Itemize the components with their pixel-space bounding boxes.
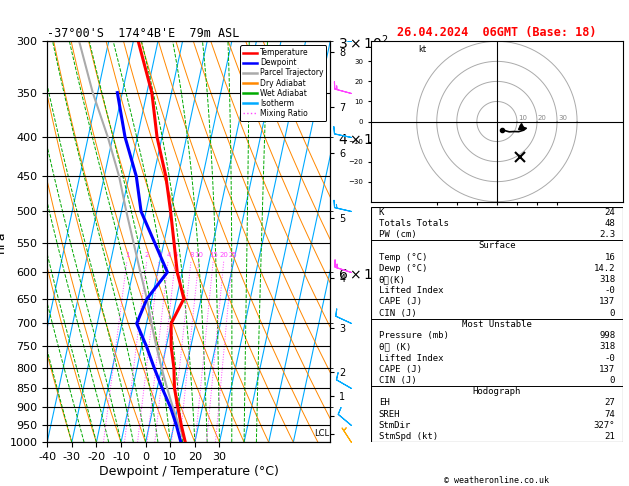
Text: Most Unstable: Most Unstable [462,320,532,329]
Text: 137: 137 [599,365,615,374]
Text: 2.3: 2.3 [599,230,615,239]
Text: 26.04.2024  06GMT (Base: 18): 26.04.2024 06GMT (Base: 18) [397,26,597,39]
Text: -0: -0 [604,354,615,363]
Text: 327°: 327° [594,421,615,430]
Text: 20: 20 [538,116,547,122]
Text: 5: 5 [174,252,178,258]
Text: 25: 25 [228,252,237,258]
Text: CAPE (J): CAPE (J) [379,365,421,374]
Text: 0: 0 [610,309,615,318]
Text: 1: 1 [125,252,130,258]
Text: 30: 30 [558,116,567,122]
Text: Lifted Index: Lifted Index [379,286,443,295]
Text: StmSpd (kt): StmSpd (kt) [379,432,438,441]
Text: K: K [379,208,384,217]
Text: 318: 318 [599,275,615,284]
Text: Surface: Surface [478,242,516,250]
Text: 998: 998 [599,331,615,340]
Text: 318: 318 [599,342,615,351]
Y-axis label: hPa: hPa [0,230,7,253]
Text: EH: EH [379,399,389,407]
Text: 137: 137 [599,297,615,307]
Text: Temp (°C): Temp (°C) [379,253,427,261]
Text: CIN (J): CIN (J) [379,376,416,385]
Text: 3: 3 [157,252,162,258]
Text: 27: 27 [604,399,615,407]
Text: θᴄ(K): θᴄ(K) [379,275,406,284]
Text: 74: 74 [604,410,615,419]
Text: Hodograph: Hodograph [473,387,521,396]
Text: 21: 21 [604,432,615,441]
Text: 8: 8 [189,252,194,258]
X-axis label: Dewpoint / Temperature (°C): Dewpoint / Temperature (°C) [99,465,279,478]
Text: 10: 10 [518,116,527,122]
Legend: Temperature, Dewpoint, Parcel Trajectory, Dry Adiabat, Wet Adiabat, Isotherm, Mi: Temperature, Dewpoint, Parcel Trajectory… [240,45,326,121]
Text: © weatheronline.co.uk: © weatheronline.co.uk [445,476,549,485]
Text: 2: 2 [145,252,149,258]
Text: CAPE (J): CAPE (J) [379,297,421,307]
Text: kt: kt [419,45,427,54]
Text: θᴄ (K): θᴄ (K) [379,342,411,351]
Text: Totals Totals: Totals Totals [379,219,448,228]
Text: SREH: SREH [379,410,400,419]
Text: CIN (J): CIN (J) [379,309,416,318]
Text: 10: 10 [194,252,204,258]
Y-axis label: km
ASL: km ASL [396,231,415,253]
Text: Pressure (mb): Pressure (mb) [379,331,448,340]
Text: 16: 16 [604,253,615,261]
Text: Lifted Index: Lifted Index [379,354,443,363]
Text: 24: 24 [604,208,615,217]
Text: Dewp (°C): Dewp (°C) [379,264,427,273]
Text: 0: 0 [610,376,615,385]
Text: PW (cm): PW (cm) [379,230,416,239]
Text: 14.2: 14.2 [594,264,615,273]
Text: 15: 15 [209,252,218,258]
Text: LCL: LCL [314,429,329,438]
Text: -37°00'S  174°4B'E  79m ASL: -37°00'S 174°4B'E 79m ASL [47,27,240,40]
Text: StmDir: StmDir [379,421,411,430]
Text: -0: -0 [604,286,615,295]
Text: 4: 4 [166,252,170,258]
Text: 20: 20 [220,252,228,258]
Text: 48: 48 [604,219,615,228]
